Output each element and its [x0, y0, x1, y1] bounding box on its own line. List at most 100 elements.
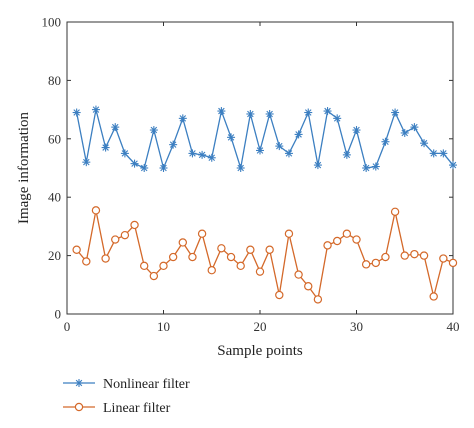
legend-marker: [75, 379, 83, 387]
x-tick-label: 0: [64, 319, 71, 334]
data-point: [342, 150, 351, 159]
data-point: [178, 114, 187, 123]
data-point: [130, 220, 139, 230]
data-point: [246, 245, 255, 254]
y-tick-label: 20: [48, 248, 61, 263]
data-point: [304, 108, 313, 117]
data-point: [159, 164, 168, 172]
y-tick-label: 0: [55, 307, 62, 322]
series-markers-2: [72, 206, 458, 304]
data-point: [120, 149, 129, 158]
x-tick-label: 30: [350, 319, 363, 334]
data-point: [139, 261, 149, 271]
data-point: [236, 164, 245, 172]
series-line-1: [76, 108, 454, 171]
y-tick-label: 80: [48, 73, 61, 88]
data-point: [429, 149, 438, 158]
data-point: [111, 235, 120, 244]
data-point: [207, 153, 216, 162]
data-point: [91, 206, 101, 215]
data-point: [352, 126, 361, 135]
data-point: [149, 126, 158, 135]
data-point: [391, 108, 400, 117]
x-tick-label: 40: [447, 319, 460, 334]
data-point: [352, 235, 361, 244]
data-point: [381, 252, 390, 262]
data-point: [72, 108, 81, 117]
data-point: [419, 251, 429, 260]
data-point: [246, 109, 255, 118]
y-axis-title: Image information: [16, 111, 32, 224]
data-point: [448, 258, 458, 268]
data-point: [140, 164, 149, 172]
data-point: [304, 282, 313, 291]
x-axis-ticks: 0 10 20 30 40: [64, 22, 460, 334]
data-point: [362, 164, 371, 172]
data-point: [313, 161, 322, 170]
data-point: [400, 251, 409, 260]
data-point: [342, 229, 352, 238]
data-point: [323, 241, 332, 250]
x-tick-label: 20: [254, 319, 267, 334]
data-point: [197, 229, 207, 238]
data-point: [265, 109, 274, 118]
data-point: [188, 149, 197, 158]
data-point: [198, 150, 207, 159]
data-point: [178, 238, 187, 247]
data-point: [429, 292, 438, 301]
data-point: [130, 159, 139, 168]
x-axis-title: Sample points: [217, 343, 303, 359]
legend-label: Linear filter: [103, 401, 171, 416]
data-point: [284, 149, 293, 158]
data-point: [159, 261, 168, 271]
y-tick-label: 40: [48, 190, 61, 205]
y-axis-ticks: 0 20 40 60 80 100: [42, 15, 453, 322]
data-point: [333, 236, 342, 246]
data-point: [371, 162, 380, 171]
data-point: [333, 114, 342, 123]
y-tick-label: 100: [42, 15, 62, 30]
data-point: [226, 252, 236, 262]
data-point: [149, 271, 159, 281]
data-point: [169, 140, 178, 149]
legend-label: Nonlinear filter: [103, 377, 190, 392]
data-point: [101, 143, 110, 152]
data-point: [207, 266, 216, 275]
legend: Nonlinear filter Linear filter: [63, 377, 190, 416]
y-tick-label: 60: [48, 131, 61, 146]
data-point: [313, 295, 323, 304]
data-point: [439, 254, 448, 263]
data-point: [168, 252, 178, 262]
data-point: [381, 137, 390, 146]
data-point: [410, 123, 419, 132]
data-point: [294, 130, 303, 139]
data-point: [400, 128, 409, 137]
data-point: [390, 207, 400, 216]
data-point: [361, 260, 371, 269]
data-point: [371, 258, 380, 268]
series-line-2: [76, 210, 454, 302]
data-point: [82, 257, 91, 266]
data-point: [91, 105, 100, 114]
series-layer: [72, 105, 458, 304]
x-tick-label: 10: [157, 319, 170, 334]
data-point: [72, 245, 81, 254]
data-point: [323, 107, 332, 116]
data-point: [439, 149, 448, 158]
data-point: [217, 107, 226, 116]
legend-marker: [74, 402, 84, 412]
data-point: [275, 290, 284, 300]
data-point: [255, 267, 265, 276]
data-point: [227, 133, 236, 142]
data-point: [284, 229, 294, 238]
data-point: [101, 254, 110, 263]
data-point: [294, 270, 303, 279]
data-point: [217, 244, 226, 253]
data-point: [265, 245, 274, 254]
data-point: [120, 230, 130, 240]
data-point: [188, 252, 197, 262]
data-point: [275, 142, 284, 151]
data-point: [82, 158, 91, 167]
data-point: [449, 161, 457, 170]
